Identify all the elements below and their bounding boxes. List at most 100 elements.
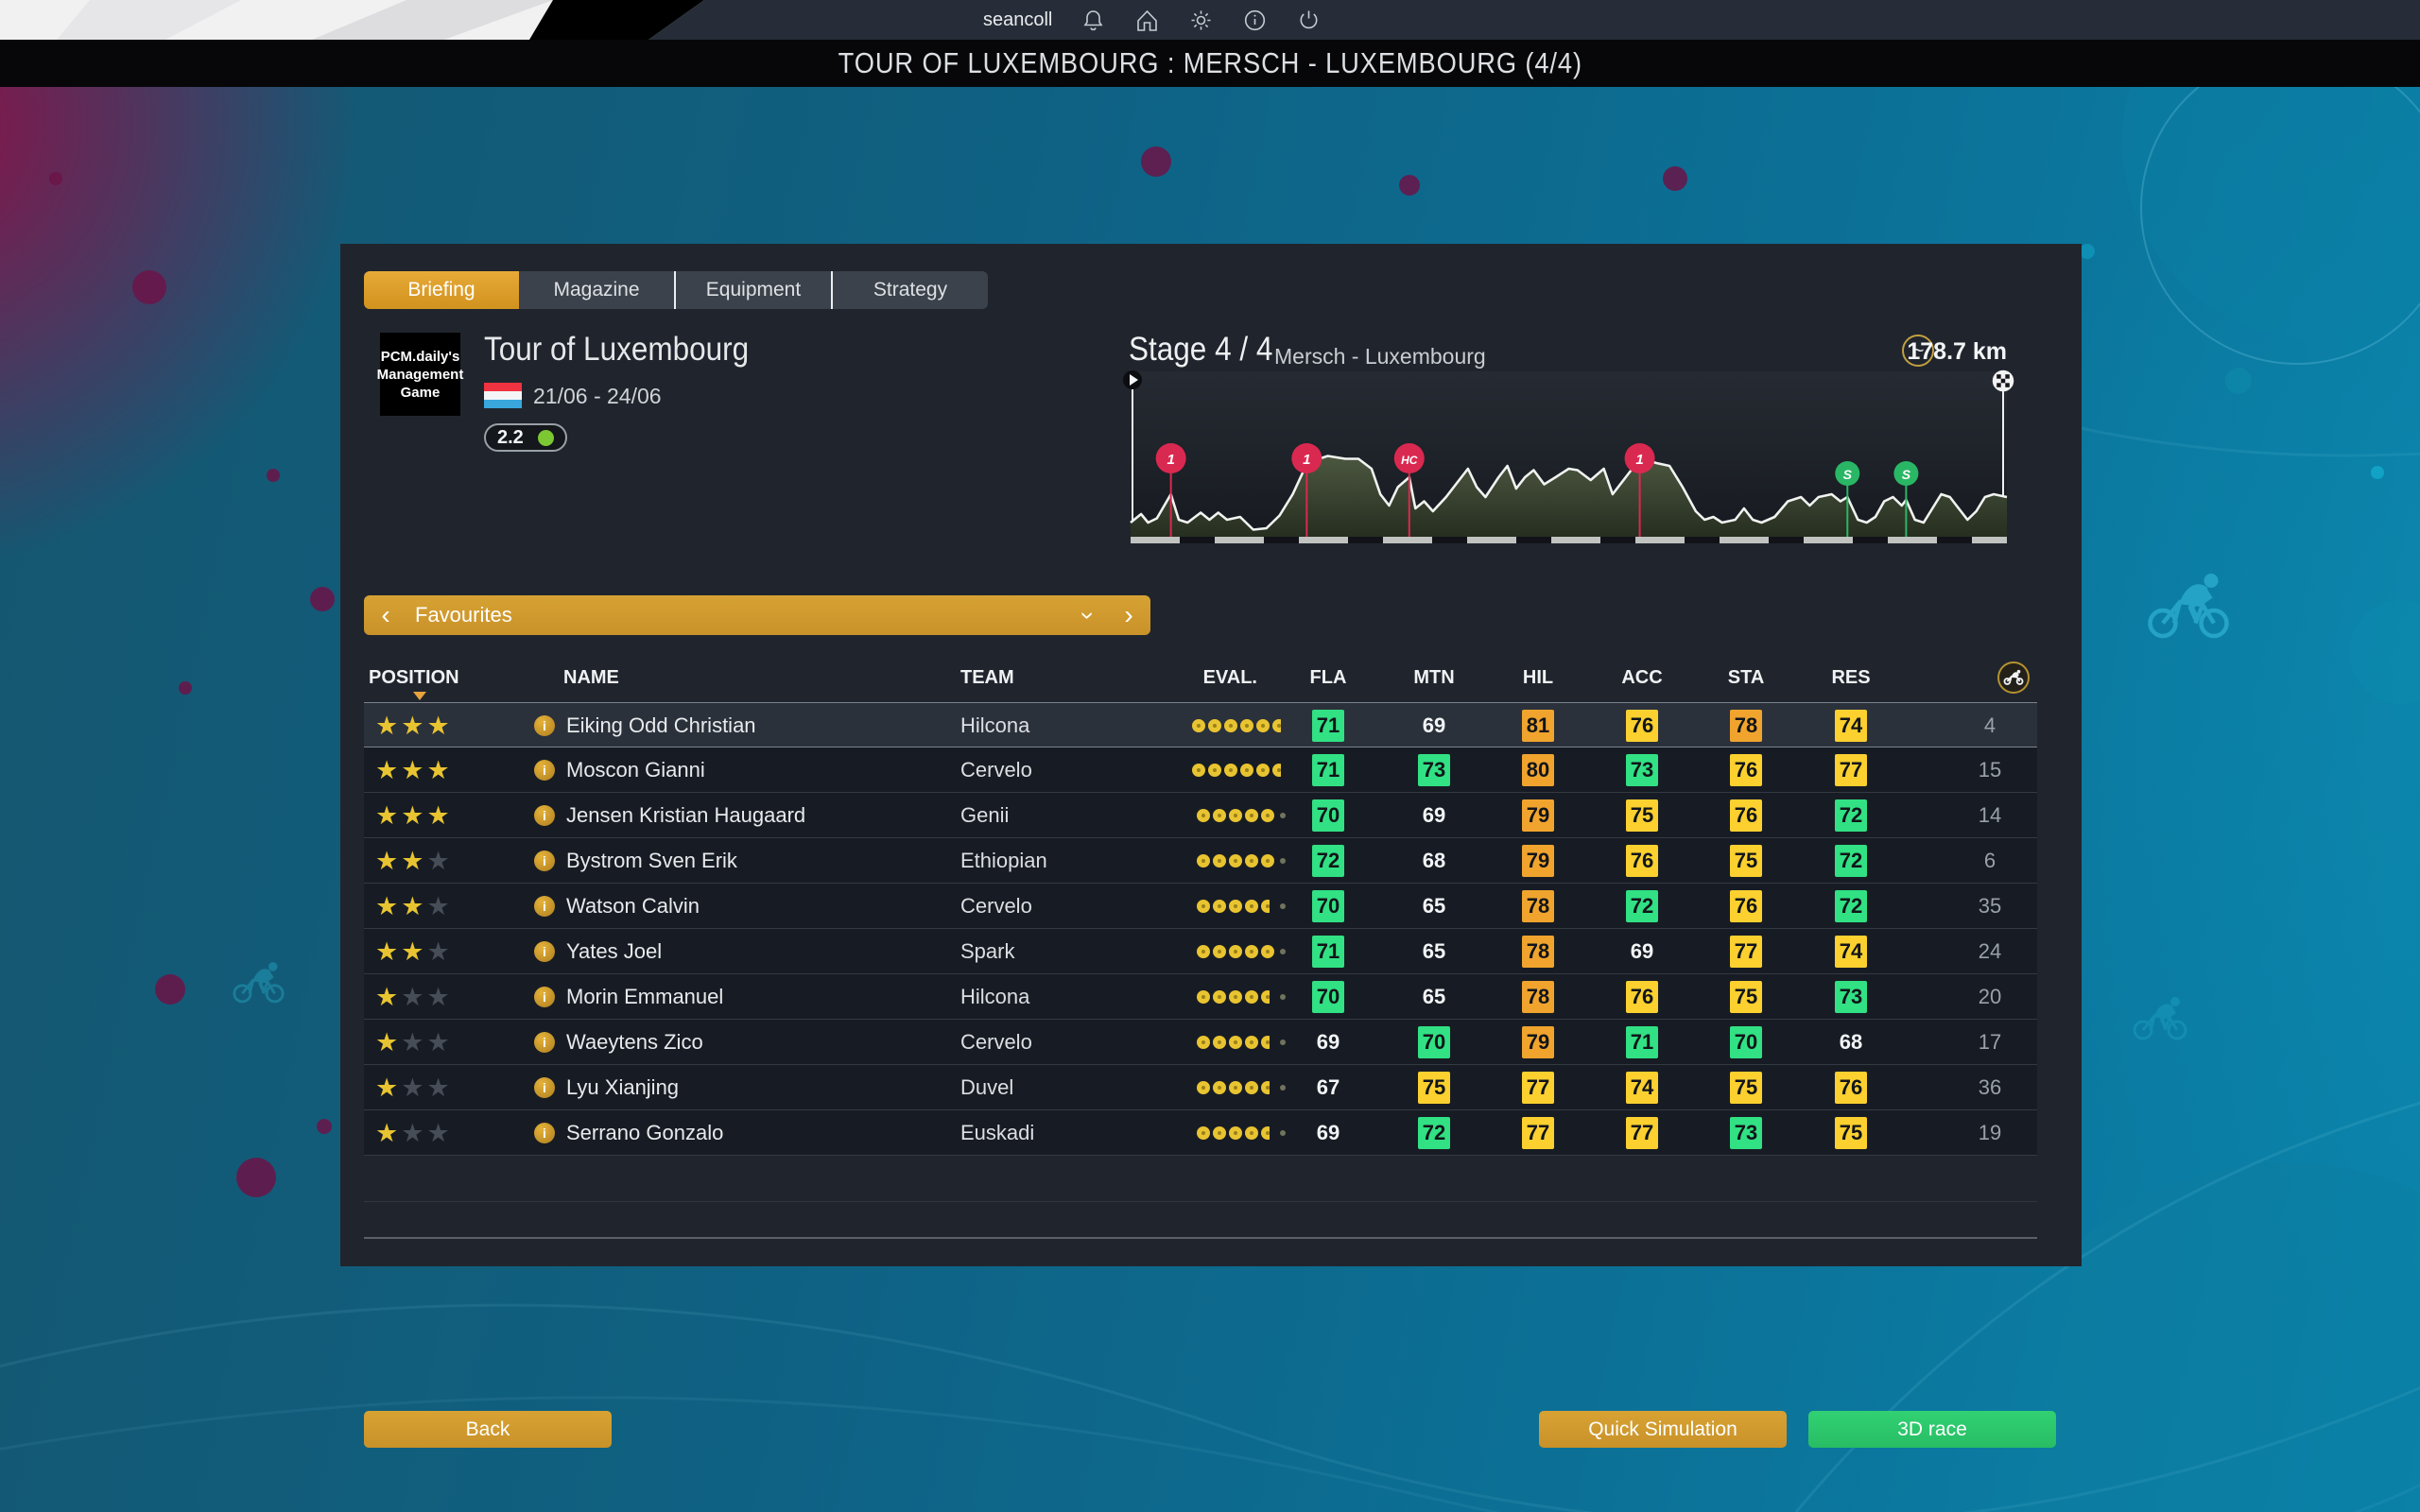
tab-strategy[interactable]: Strategy bbox=[831, 271, 988, 309]
tab-magazine[interactable]: Magazine bbox=[519, 271, 674, 309]
stat-hil: 79 bbox=[1522, 1026, 1554, 1058]
rider-row[interactable]: ★★★ i Morin Emmanuel Hilcona 70 65 78 76 75 73 20 bbox=[364, 974, 2037, 1020]
luxembourg-flag-icon bbox=[484, 383, 522, 408]
cyclist-silhouette bbox=[2148, 574, 2229, 639]
info-icon[interactable] bbox=[1242, 8, 1268, 33]
rider-info-icon[interactable]: i bbox=[534, 1032, 555, 1053]
3d-race-button[interactable]: 3D race bbox=[1808, 1411, 2056, 1448]
rider-row[interactable]: ★★★ i Moscon Gianni Cervelo 71 73 80 73 76 77 15 bbox=[364, 747, 2037, 793]
stat-res: 73 bbox=[1835, 981, 1867, 1013]
race-number: 20 bbox=[1978, 985, 2002, 1008]
column-header-res[interactable]: RES bbox=[1831, 667, 1871, 688]
logo-line: Management bbox=[376, 366, 464, 383]
rider-info-icon[interactable]: i bbox=[534, 1077, 555, 1098]
column-header-mtn[interactable]: MTN bbox=[1413, 667, 1455, 688]
star-rating: ★★★ bbox=[375, 1028, 453, 1057]
stat-res: 75 bbox=[1835, 1117, 1867, 1149]
race-number: 36 bbox=[1978, 1075, 2002, 1099]
stat-mtn: 65 bbox=[1422, 985, 1446, 1008]
race-number: 14 bbox=[1978, 803, 2002, 827]
svg-text:HC: HC bbox=[1401, 454, 1418, 467]
rider-info-icon[interactable]: i bbox=[534, 987, 555, 1007]
evaluation-dots bbox=[1149, 929, 1286, 974]
home-icon[interactable] bbox=[1134, 8, 1160, 33]
stat-mtn: 73 bbox=[1418, 754, 1450, 786]
star-rating: ★★★ bbox=[375, 756, 453, 784]
chevron-down-icon[interactable]: › bbox=[1074, 610, 1103, 620]
column-header-team[interactable]: TEAM bbox=[960, 667, 1014, 688]
rider-row[interactable]: ★★★ i Eiking Odd Christian Hilcona 71 69 81 76 7… bbox=[364, 702, 2037, 747]
stat-mtn: 68 bbox=[1422, 849, 1446, 872]
background-art bbox=[0, 87, 2420, 1512]
stat-sta: 75 bbox=[1730, 845, 1762, 877]
climb-marker: 1 bbox=[1291, 443, 1322, 537]
rider-row[interactable]: ★★★ i Yates Joel Spark 71 65 78 69 77 74 24 bbox=[364, 929, 2037, 974]
rider-row[interactable]: ★★★ i Waeytens Zico Cervelo 69 70 79 71 70 68 17 bbox=[364, 1020, 2037, 1065]
race-titlebar: TOUR OF LUXEMBOURG : MERSCH - LUXEMBOURG… bbox=[0, 40, 2420, 87]
settings-icon[interactable] bbox=[1188, 8, 1214, 33]
tab-briefing[interactable]: Briefing bbox=[364, 271, 519, 309]
rider-row[interactable]: ★★★ i Serrano Gonzalo Euskadi 69 72 77 77 73 75 19 bbox=[364, 1110, 2037, 1156]
race-number: 6 bbox=[1983, 849, 1996, 872]
back-button[interactable]: Back bbox=[364, 1411, 612, 1448]
cyclist-icon[interactable] bbox=[1997, 662, 2030, 694]
rider-name: Yates Joel bbox=[566, 939, 663, 963]
rider-info-icon[interactable]: i bbox=[534, 805, 555, 826]
quick-simulation-button[interactable]: Quick Simulation bbox=[1539, 1411, 1787, 1448]
column-header-eval[interactable]: EVAL. bbox=[1202, 667, 1257, 688]
stat-fla: 70 bbox=[1312, 981, 1344, 1013]
stat-mtn: 69 bbox=[1422, 713, 1446, 737]
stat-sta: 77 bbox=[1730, 936, 1762, 968]
stat-mtn: 70 bbox=[1418, 1026, 1450, 1058]
column-header-fla[interactable]: FLA bbox=[1309, 667, 1347, 688]
column-header-name[interactable]: NAME bbox=[563, 667, 619, 688]
favourites-selector[interactable]: ‹ Favourites › › bbox=[364, 595, 1150, 635]
next-group-icon[interactable]: › bbox=[1124, 600, 1133, 629]
race-category-badge: 2.2 bbox=[484, 423, 567, 452]
briefing-panel: Briefing Magazine Equipment Strategy PCM.da… bbox=[340, 244, 2082, 1266]
stage-profile-chart: 1 1 HC 1 S S bbox=[1123, 369, 2014, 543]
climb-marker: HC bbox=[1393, 443, 1425, 537]
column-header-acc[interactable]: ACC bbox=[1621, 667, 1663, 688]
bell-icon[interactable] bbox=[1080, 8, 1106, 33]
evaluation-dots bbox=[1149, 793, 1286, 838]
rider-info-icon[interactable]: i bbox=[534, 850, 555, 871]
svg-text:S: S bbox=[1902, 467, 1911, 482]
race-dates: 21/06 - 24/06 bbox=[533, 384, 662, 408]
stat-res: 68 bbox=[1839, 1030, 1863, 1054]
stat-hil: 78 bbox=[1522, 981, 1554, 1013]
rider-table: ★★★ i Eiking Odd Christian Hilcona 71 69 81 76 7… bbox=[364, 702, 2037, 1156]
column-header-hil[interactable]: HIL bbox=[1522, 667, 1554, 688]
sort-indicator-icon bbox=[413, 692, 426, 700]
rider-info-icon[interactable]: i bbox=[534, 1123, 555, 1143]
tab-equipment[interactable]: Equipment bbox=[674, 271, 831, 309]
rider-info-icon[interactable]: i bbox=[534, 715, 555, 736]
stat-mtn: 65 bbox=[1422, 939, 1446, 963]
rider-row[interactable]: ★★★ i Lyu Xianjing Duvel 67 75 77 74 75 76 36 bbox=[364, 1065, 2037, 1110]
stat-fla: 71 bbox=[1312, 710, 1344, 742]
svg-text:1: 1 bbox=[1167, 452, 1174, 468]
evaluation-dots bbox=[1149, 1110, 1286, 1156]
rider-row[interactable]: ★★★ i Bystrom Sven Erik Ethiopian 72 68 79 76 75… bbox=[364, 838, 2037, 884]
previous-group-icon[interactable]: ‹ bbox=[381, 600, 390, 629]
rider-info-icon[interactable]: i bbox=[534, 760, 555, 781]
stat-acc: 71 bbox=[1626, 1026, 1658, 1058]
stat-fla: 70 bbox=[1312, 799, 1344, 832]
rider-name: Waeytens Zico bbox=[566, 1030, 703, 1054]
rider-info-icon[interactable]: i bbox=[534, 941, 555, 962]
stat-mtn: 65 bbox=[1422, 894, 1446, 918]
favourites-label: Favourites bbox=[415, 603, 512, 627]
hilly-profile-icon: ~ bbox=[1902, 335, 1934, 367]
stat-sta: 75 bbox=[1730, 1072, 1762, 1104]
stat-hil: 78 bbox=[1522, 890, 1554, 922]
stat-sta: 75 bbox=[1730, 981, 1762, 1013]
stat-fla: 69 bbox=[1316, 1121, 1340, 1144]
column-header-sta[interactable]: STA bbox=[1727, 667, 1765, 688]
rider-row[interactable]: ★★★ i Watson Calvin Cervelo 70 65 78 72 76 72 35 bbox=[364, 884, 2037, 929]
stat-hil: 77 bbox=[1522, 1072, 1554, 1104]
power-icon[interactable] bbox=[1296, 8, 1322, 33]
column-header-position[interactable]: POSITION bbox=[369, 667, 459, 688]
rider-info-icon[interactable]: i bbox=[534, 896, 555, 917]
rider-row[interactable]: ★★★ i Jensen Kristian Haugaard Genii 70 69 79 7… bbox=[364, 793, 2037, 838]
stat-res: 77 bbox=[1835, 754, 1867, 786]
